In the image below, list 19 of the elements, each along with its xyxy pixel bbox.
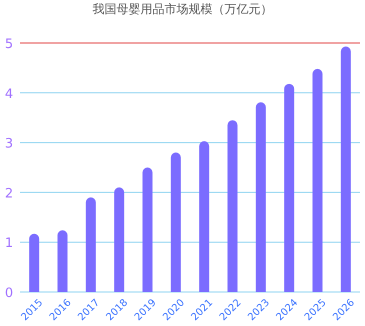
bar (284, 84, 294, 292)
chart-title: 我国母婴用品市场规模（万亿元） (92, 2, 272, 16)
bar (199, 141, 210, 292)
bar (58, 230, 68, 292)
bar (340, 46, 351, 292)
y-tick-label: 4 (4, 86, 14, 102)
y-tick-label: 0 (4, 286, 14, 301)
bar (86, 197, 96, 292)
y-tick-label: 2 (4, 186, 14, 202)
bar (114, 187, 124, 292)
y-tick-label: 5 (4, 37, 14, 52)
y-tick-label: 1 (4, 236, 14, 252)
bar (142, 168, 152, 292)
bar (256, 102, 266, 292)
bar (29, 234, 40, 292)
y-tick-label: 3 (4, 136, 14, 152)
bar (228, 120, 238, 292)
bar (170, 152, 181, 292)
bar (312, 68, 322, 292)
